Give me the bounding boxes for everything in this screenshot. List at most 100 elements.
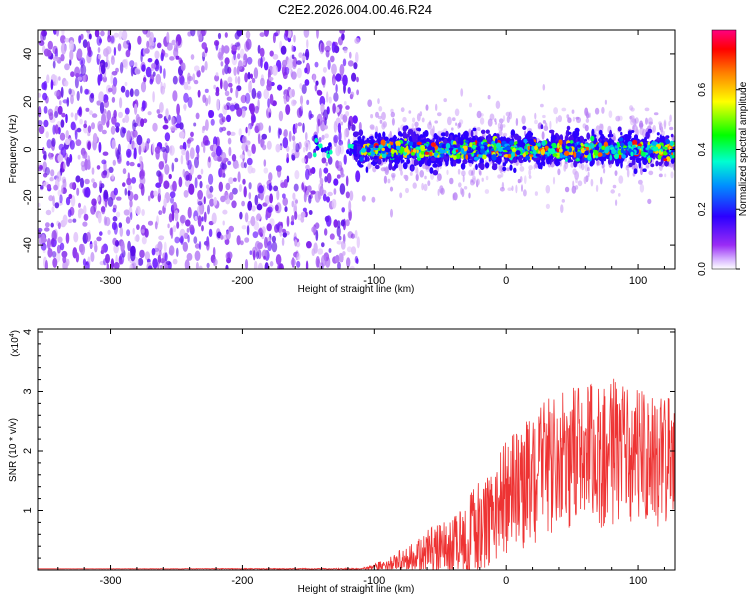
spectrogram-halo-cell	[572, 116, 576, 122]
spectrogram-noise-cell	[305, 132, 308, 141]
spectrogram-noise-cell	[305, 168, 310, 181]
spectrogram-noise-cell	[118, 31, 123, 40]
spectrogram-noise-cell	[324, 133, 329, 139]
spectrogram-noise-cell	[151, 142, 155, 154]
spectrogram-core-cell	[614, 153, 619, 160]
spectrogram-noise-cell	[342, 114, 348, 123]
spectrogram-halo-cell	[390, 111, 395, 118]
spectrogram-noise-cell	[97, 212, 102, 224]
spectrogram-noise-cell	[332, 78, 336, 85]
spectrogram-noise-cell	[141, 64, 146, 72]
spectrogram-noise-cell	[65, 196, 71, 206]
spectrogram-noise-cell	[54, 124, 59, 135]
spectrogram-noise-cell	[124, 81, 128, 87]
spectrogram-noise-cell	[140, 81, 147, 93]
spectrogram-band-cell	[513, 167, 517, 173]
spectrogram-noise-cell	[248, 192, 252, 200]
spectrogram-noise-cell	[271, 241, 278, 253]
spectrogram-noise-cell	[57, 236, 63, 244]
spectrogram-noise-cell	[293, 183, 299, 192]
spectrogram-noise-cell	[52, 60, 56, 69]
snr-x-tick-label: -200	[231, 575, 253, 587]
spectrogram-halo-cell	[499, 118, 504, 124]
spectrogram-core-cell	[513, 145, 518, 148]
spectrogram-noise-cell	[285, 104, 291, 115]
spectrogram-noise-cell	[224, 57, 230, 65]
spectrogram-core-cell	[507, 153, 512, 159]
spectrogram-halo-cell	[640, 166, 643, 176]
spectrogram-noise-cell	[278, 263, 284, 269]
spectrogram-core-cell	[611, 148, 617, 155]
spectrogram-noise-cell	[175, 55, 180, 60]
spectrogram-noise-cell	[213, 136, 218, 147]
spectrogram-noise-cell	[305, 164, 310, 170]
spectrogram-noise-cell	[100, 64, 106, 75]
spectrogram-noise-cell	[338, 130, 342, 142]
spectrogram-core-cell	[314, 137, 319, 143]
spectrogram-noise-cell	[317, 248, 324, 255]
spectrogram-noise-cell	[294, 239, 298, 247]
spectrogram-noise-cell	[172, 225, 177, 233]
spectrogram-noise-cell	[90, 205, 96, 215]
spectrogram-halo-cell	[577, 180, 583, 187]
spectrogram-noise-cell	[70, 94, 74, 105]
spectrogram-noise-cell	[332, 103, 336, 114]
spectrogram-band-cell	[405, 133, 410, 138]
spectrogram-noise-cell	[205, 119, 209, 131]
spectrogram-noise-cell	[172, 258, 178, 265]
spectrogram-noise-cell	[159, 65, 163, 74]
spectrogram-band-cell	[440, 132, 447, 137]
spectrogram-core-cell	[457, 146, 461, 153]
snr-frame	[37, 328, 676, 571]
spectrogram-noise-cell	[338, 139, 344, 146]
spectrogram-noise-cell	[120, 240, 125, 253]
spectrogram-noise-cell	[140, 52, 143, 63]
spectrogram-noise-cell	[141, 209, 145, 216]
spectrogram-noise-cell	[291, 54, 295, 59]
spectrogram-core-cell	[393, 142, 397, 148]
spectrogram-halo-cell	[585, 118, 590, 123]
spectrogram-noise-cell	[343, 101, 347, 106]
spectrogram-noise-cell	[69, 49, 74, 61]
spectrogram-noise-cell	[59, 194, 63, 204]
spectrogram-noise-cell	[356, 236, 360, 249]
spectrogram-noise-cell	[311, 226, 317, 233]
spectrogram-noise-cell	[91, 122, 95, 130]
spectrogram-noise-cell	[169, 227, 173, 236]
spectrogram-halo-cell	[557, 115, 562, 123]
spectrogram-noise-cell	[142, 30, 148, 35]
spectrogram-noise-cell	[119, 259, 124, 264]
spectrogram-core-cell	[632, 139, 638, 146]
spectrogram-noise-cell	[76, 187, 80, 196]
spectrogram-core-cell	[590, 135, 595, 142]
spectrogram-noise-cell	[43, 172, 48, 178]
spectrogram-noise-cell	[164, 119, 169, 124]
spectrogram-halo-cell	[457, 168, 461, 175]
spectrogram-band-cell	[626, 135, 631, 140]
spectrogram-noise-cell	[60, 86, 64, 98]
spectrogram-noise-cell	[45, 131, 49, 139]
spectrogram-noise-cell	[243, 186, 247, 198]
spectrogram-noise-cell	[257, 58, 262, 67]
spectrogram-band-cell	[374, 131, 378, 139]
spectrogram-halo-cell	[542, 84, 546, 91]
spectrogram-core-cell	[371, 148, 374, 154]
spectrogram-band-cell	[453, 159, 457, 167]
spectrogram-core-cell	[520, 142, 526, 148]
spectrogram-noise-cell	[221, 126, 227, 132]
spectrogram-noise-cell	[349, 190, 354, 201]
spectrogram-halo-cell	[471, 170, 474, 176]
spectrogram-band-cell	[418, 128, 421, 132]
spectrogram-noise-cell	[333, 219, 339, 228]
spectrogram-noise-cell	[222, 209, 228, 215]
spectrogram-core-cell	[618, 137, 624, 142]
spectrogram-noise-cell	[44, 260, 48, 269]
spectrogram-noise-cell	[282, 71, 288, 80]
spectrogram-halo-cell	[416, 167, 419, 176]
spectrogram-noise-cell	[204, 60, 208, 71]
spectrogram-band-cell	[445, 130, 449, 137]
spectrogram-noise-cell	[230, 131, 236, 136]
spectrogram-noise-cell	[50, 79, 54, 91]
spectrogram-halo-cell	[560, 204, 564, 214]
spectrogram-core-cell	[430, 142, 437, 148]
